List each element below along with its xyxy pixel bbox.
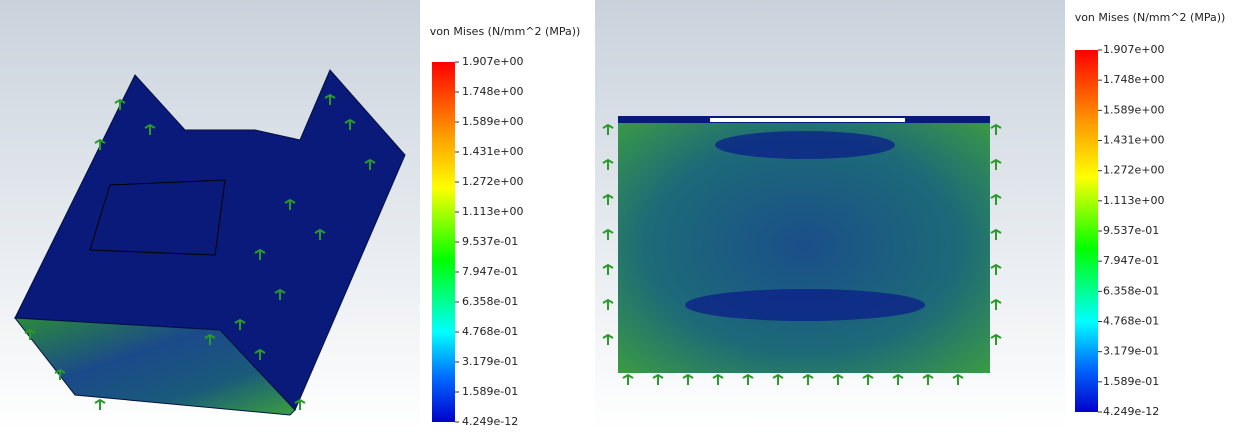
legend-label: 6.358e-01 — [1103, 284, 1159, 297]
legend-label: 1.113e+00 — [462, 205, 523, 218]
stress-region — [685, 289, 925, 321]
color-bar — [432, 62, 455, 422]
legend-label: 1.272e+00 — [1103, 164, 1164, 177]
stress-region — [715, 131, 895, 159]
legend-label: 4.768e-01 — [462, 325, 518, 338]
page: von Mises (N/mm^2 (MPa)) 1.907e+00 1.748e+… — [0, 0, 1251, 432]
legend-label: 1.907e+00 — [1103, 43, 1164, 56]
legend-title: von Mises (N/mm^2 (MPa)) — [1075, 11, 1226, 24]
legend-label: 1.431e+00 — [462, 145, 523, 158]
legend-label: 1.907e+00 — [462, 55, 523, 68]
legend-title: von Mises (N/mm^2 (MPa)) — [430, 25, 581, 38]
legend-label: 1.748e+00 — [1103, 73, 1164, 86]
legend-label: 3.179e-01 — [1103, 345, 1159, 358]
legend-label: 1.431e+00 — [1103, 134, 1164, 147]
legend-label: 1.589e+00 — [462, 115, 523, 128]
legend-label: 1.748e+00 — [462, 85, 523, 98]
plate-slot — [710, 118, 905, 122]
color-bar — [1075, 50, 1098, 412]
legend-label: 4.768e-01 — [1103, 315, 1159, 328]
legend-label: 7.947e-01 — [1103, 254, 1159, 267]
legend-label: 1.589e-01 — [1103, 375, 1159, 388]
legend-label: 1.272e+00 — [462, 175, 523, 188]
legend-label: 7.947e-01 — [462, 265, 518, 278]
legend-label: 9.537e-01 — [1103, 224, 1159, 237]
screenshot: von Mises (N/mm^2 (MPa)) 1.907e+00 1.748e+… — [0, 0, 1251, 432]
legend-label: 1.589e+00 — [1103, 103, 1164, 116]
legend-label: 4.249e-12 — [462, 415, 518, 428]
legend-label: 1.113e+00 — [1103, 194, 1164, 207]
legend-label: 6.358e-01 — [462, 295, 518, 308]
legend-label: 1.589e-01 — [462, 385, 518, 398]
legend-label: 4.249e-12 — [1103, 405, 1159, 418]
legend-label: 3.179e-01 — [462, 355, 518, 368]
legend-label: 9.537e-01 — [462, 235, 518, 248]
